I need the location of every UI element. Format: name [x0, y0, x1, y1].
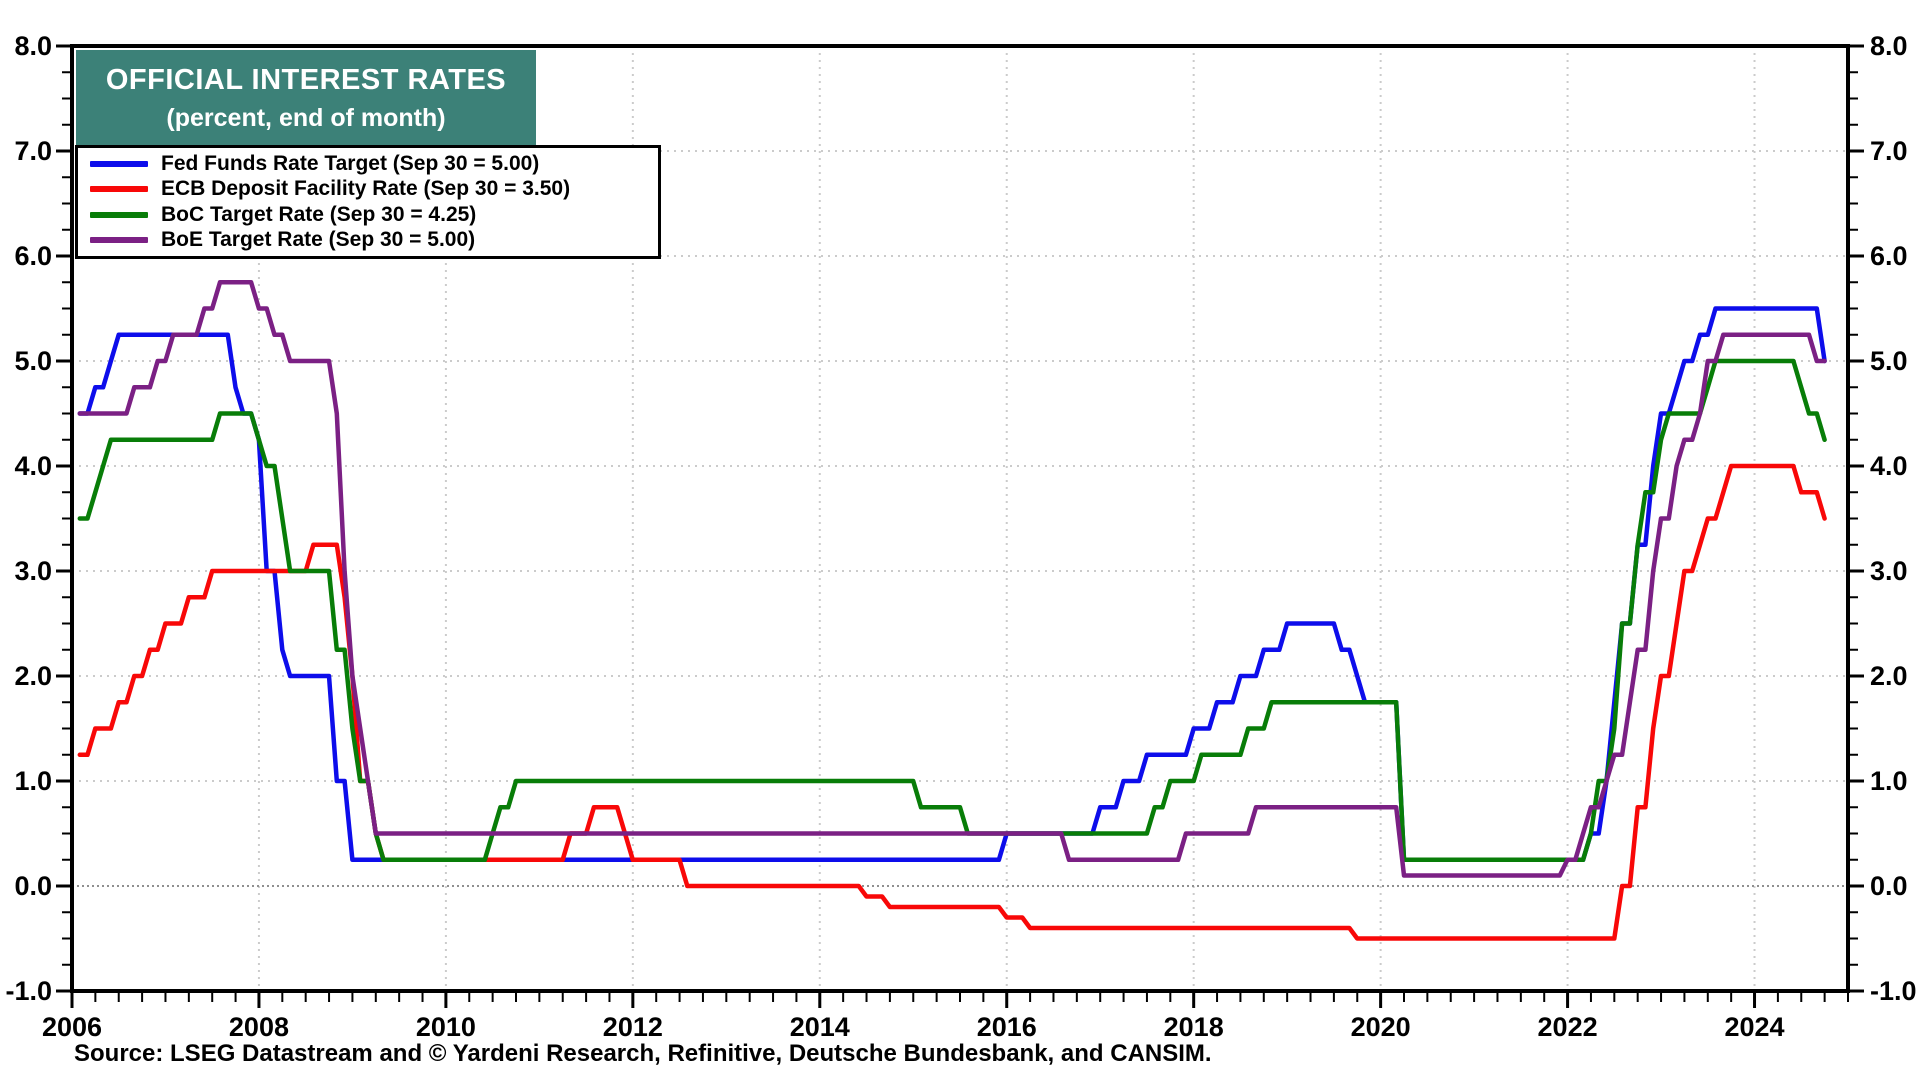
y-axis-label-right-4.0: 4.0: [1870, 451, 1908, 481]
x-axis-label-2020: 2020: [1351, 1012, 1411, 1042]
y-axis-label-left-3.0: 3.0: [14, 556, 52, 586]
chart-title-box: OFFICIAL INTEREST RATES (percent, end of…: [76, 50, 536, 146]
y-axis-label-right-5.0: 5.0: [1870, 346, 1908, 376]
x-axis-label-2022: 2022: [1538, 1012, 1598, 1042]
x-axis-label-2024: 2024: [1724, 1012, 1784, 1042]
y-axis-label-right-0.0: 0.0: [1870, 871, 1908, 901]
legend-item-fed: Fed Funds Rate Target (Sep 30 = 5.00): [90, 152, 652, 176]
x-axis-label-2006: 2006: [42, 1012, 102, 1042]
legend-box: Fed Funds Rate Target (Sep 30 = 5.00) ECB…: [75, 145, 661, 259]
y-axis-label-right-2.0: 2.0: [1870, 661, 1908, 691]
y-axis-label-left-8.0: 8.0: [14, 31, 52, 61]
x-axis-label-2018: 2018: [1164, 1012, 1224, 1042]
y-axis-label-right-6.0: 6.0: [1870, 241, 1908, 271]
legend-label-ecb: ECB Deposit Facility Rate (Sep 30 = 3.50…: [161, 177, 571, 201]
chart-title: OFFICIAL INTEREST RATES: [105, 63, 507, 96]
legend-line-sample-boe: [90, 236, 148, 243]
series-line-boe: [77, 280, 1827, 878]
y-axis-label-left-6.0: 6.0: [14, 241, 52, 271]
legend-line-sample-ecb: [90, 186, 148, 193]
legend-label-boc: BoC Target Rate (Sep 30 = 4.25): [161, 202, 477, 226]
legend-label-fed: Fed Funds Rate Target (Sep 30 = 5.00): [161, 152, 540, 176]
y-axis-label-right-1.0: 1.0: [1870, 766, 1908, 796]
source-note: Source: LSEG Datastream and © Yardeni Re…: [74, 1040, 1212, 1067]
y-axis-label-right-3.0: 3.0: [1870, 556, 1908, 586]
legend-line-sample-boc: [90, 211, 148, 218]
y-axis-label-left-1.0: 1.0: [14, 766, 52, 796]
x-axis-label-2016: 2016: [977, 1012, 1037, 1042]
y-axis-label-right-8.0: 8.0: [1870, 31, 1908, 61]
y-axis-label-left--1.0: -1.0: [5, 976, 52, 1006]
y-axis-label-left-2.0: 2.0: [14, 661, 52, 691]
y-axis-label-left-7.0: 7.0: [14, 136, 52, 166]
legend-label-boe: BoE Target Rate (Sep 30 = 5.00): [161, 227, 476, 251]
legend-item-boc: BoC Target Rate (Sep 30 = 4.25): [90, 203, 652, 227]
y-axis-label-left-4.0: 4.0: [14, 451, 52, 481]
x-axis-label-2014: 2014: [790, 1012, 850, 1042]
y-axis-label-left-5.0: 5.0: [14, 346, 52, 376]
chart-subtitle: (percent, end of month): [166, 103, 446, 132]
x-axis-label-2008: 2008: [229, 1012, 289, 1042]
x-axis-label-2010: 2010: [416, 1012, 476, 1042]
x-axis-label-2012: 2012: [603, 1012, 663, 1042]
y-axis-label-left-0.0: 0.0: [14, 871, 52, 901]
plot-frame: [70, 44, 1850, 993]
legend-item-ecb: ECB Deposit Facility Rate (Sep 30 = 3.50…: [90, 177, 652, 201]
series-line-boc: [77, 358, 1827, 863]
legend-item-boe: BoE Target Rate (Sep 30 = 5.00): [90, 228, 652, 252]
legend-line-sample-fed: [90, 161, 148, 168]
y-axis-label-right-7.0: 7.0: [1870, 136, 1908, 166]
y-axis-label-right--1.0: -1.0: [1870, 976, 1917, 1006]
